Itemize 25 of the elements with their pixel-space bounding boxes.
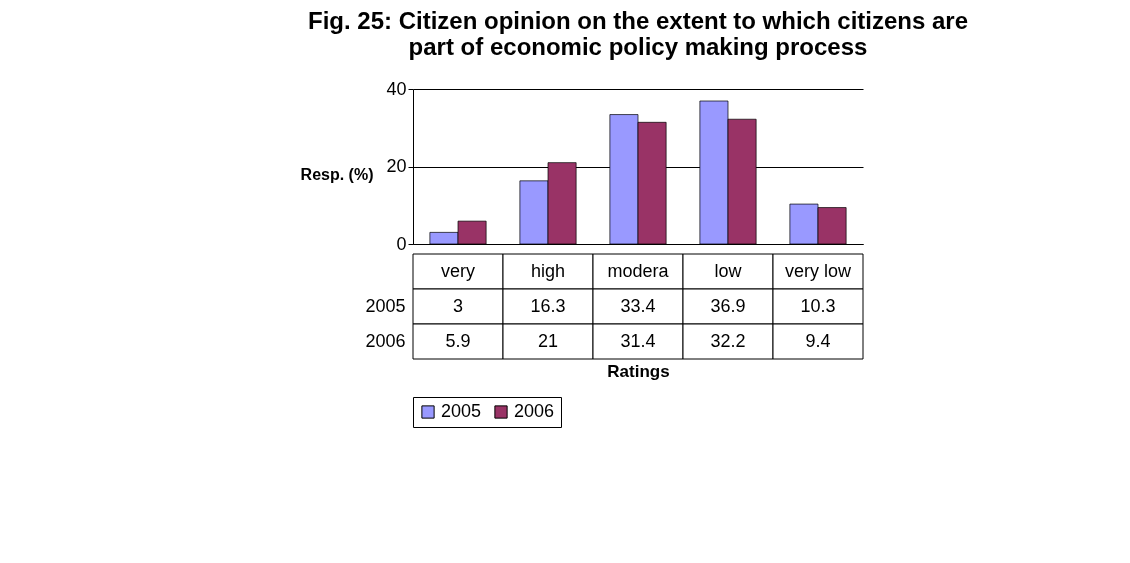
y-tick-label: 20 <box>386 156 407 176</box>
x-tick-label: low <box>714 260 743 281</box>
data-label: 32.2 <box>710 330 746 351</box>
data-label: 36.9 <box>710 295 746 316</box>
x-tick-label: modera <box>607 260 670 281</box>
data-label: 5.9 <box>445 330 471 351</box>
y-tick-label: 40 <box>386 78 407 99</box>
x-tick-label: very <box>440 260 476 281</box>
data-label: 21 <box>537 330 559 351</box>
data-label: 10.3 <box>800 295 836 316</box>
y-tick-label: 0 <box>396 233 407 254</box>
chart-title: Fig. 25: Citizen opinion on the extent to which citizens are part of economic policy making process <box>307 7 969 60</box>
data-label: 16.3 <box>530 295 566 316</box>
text: 2005 <box>365 295 406 316</box>
x-tick-label: very low <box>784 260 853 281</box>
text: 2006 <box>365 330 406 351</box>
y-axis-title: Resp. (%) <box>300 165 374 183</box>
data-label: 33.4 <box>620 295 656 316</box>
x-tick-label: high <box>530 260 566 281</box>
x-axis-title: Ratings <box>607 361 670 381</box>
legend-label: 2005 <box>441 401 482 421</box>
legend-label: 2006 <box>514 401 555 421</box>
data-label: 31.4 <box>620 330 656 351</box>
data-label: 9.4 <box>805 330 831 351</box>
data-label: 3 <box>452 295 464 316</box>
